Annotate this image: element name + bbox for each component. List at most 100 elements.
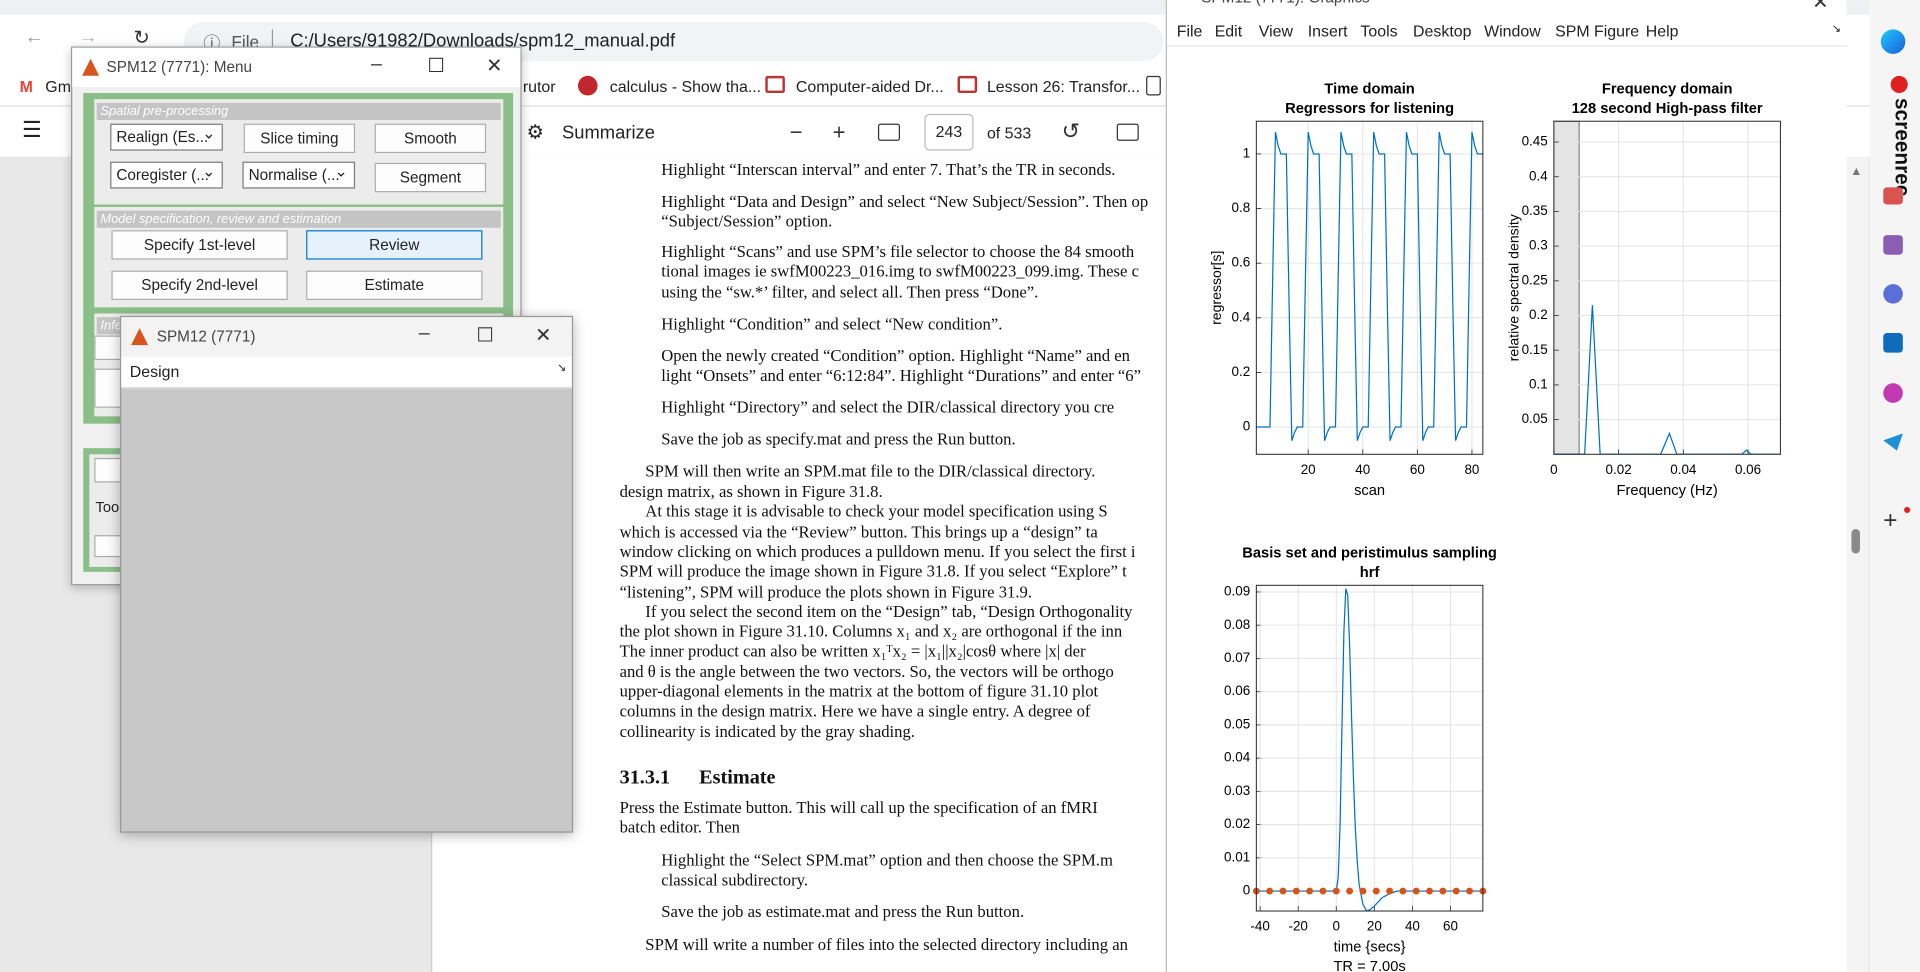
sample-point — [1266, 887, 1274, 895]
x-tick-label: 40 — [1355, 462, 1370, 477]
sidebar-icon[interactable] — [1883, 383, 1903, 403]
data-line — [1256, 132, 1483, 441]
bookmark[interactable]: rutor — [522, 77, 556, 96]
copilot-icon[interactable] — [1880, 29, 1906, 54]
button[interactable]: Slice timing — [243, 123, 356, 154]
menu-item[interactable]: Desktop — [1413, 22, 1472, 41]
page-count: of 533 — [986, 123, 1032, 143]
bookmark[interactable]: Gm — [45, 77, 71, 96]
menu-item[interactable]: SPM Figure — [1555, 22, 1640, 41]
bookmark[interactable]: Lesson 26: Transfor... — [986, 77, 1141, 96]
sample-point — [1306, 887, 1314, 895]
text-line: Save the job as estimate.mat and press t… — [661, 902, 1025, 921]
close[interactable]: ✕ — [535, 325, 552, 347]
section-number: 31.3.1 — [619, 765, 671, 789]
scrollbar[interactable] — [1846, 156, 1869, 972]
fit-button[interactable] — [877, 123, 901, 141]
dock-arrow[interactable]: ↘ — [1831, 22, 1842, 35]
zoom-in[interactable]: + — [832, 120, 846, 145]
sample-point — [1466, 887, 1473, 895]
add-button[interactable]: + — [1883, 506, 1898, 534]
y-tick-label: 0.3 — [1529, 238, 1548, 253]
window-title: SPM12 (7771): Graphics — [1201, 0, 1369, 6]
x-tick-label: -40 — [1250, 919, 1269, 934]
sample-point — [1319, 887, 1327, 895]
menu-item[interactable]: Help — [1645, 22, 1679, 41]
zoom-out[interactable]: − — [789, 120, 803, 145]
bookmark[interactable]: calculus - Show tha... — [609, 77, 762, 96]
bookmark-icon — [577, 75, 598, 96]
x-tick-label: 20 — [1301, 462, 1316, 477]
dock-arrow[interactable]: ↘ — [557, 361, 567, 374]
dropdown[interactable]: Realign (Es... — [110, 121, 223, 151]
dropdown[interactable]: Coregister (... — [110, 159, 223, 189]
summarize-icon[interactable]: ⚙ — [526, 122, 545, 144]
rotate-button[interactable]: ↺ — [1061, 118, 1081, 144]
y-tick-label: 0.1 — [1529, 376, 1548, 391]
text-line: Open the newly created “Condition” optio… — [661, 346, 1130, 365]
sample-point — [1372, 887, 1380, 895]
text-line: design matrix, as shown in Figure 31.8. — [619, 482, 883, 501]
menu-item[interactable]: Design — [129, 362, 180, 381]
close[interactable]: ✕ — [486, 56, 503, 78]
minimize[interactable]: – — [371, 53, 382, 75]
y-tick-label: 0.45 — [1522, 134, 1548, 149]
sidebar-icon[interactable] — [1883, 333, 1903, 353]
plot-title: 128 second High-pass filter — [1572, 101, 1763, 117]
text-line: window clicking on which produces a pull… — [619, 542, 1136, 561]
menu-item[interactable]: File — [1176, 22, 1203, 41]
sidebar-icon[interactable] — [1883, 235, 1903, 255]
two-page-button[interactable] — [1116, 123, 1139, 141]
plot-title: Time domain — [1324, 81, 1414, 97]
button[interactable]: Smooth — [374, 123, 487, 154]
summarize-button[interactable]: Summarize — [562, 122, 655, 144]
sample-point — [1439, 887, 1447, 895]
close[interactable]: ✕ — [1812, 0, 1829, 14]
button[interactable]: Estimate — [306, 270, 483, 301]
url[interactable]: C:/Users/91982/Downloads/spm12_manual.pd… — [290, 30, 676, 52]
title-bar — [121, 317, 572, 357]
button[interactable]: Specify 2nd-level — [111, 270, 288, 301]
y-tick-label: 0.07 — [1224, 650, 1250, 665]
menu-item[interactable]: Window — [1484, 22, 1541, 41]
maximize[interactable]: ☐ — [427, 56, 445, 78]
sidebar-icon[interactable] — [1883, 284, 1903, 304]
plot-title: Frequency domain — [1602, 81, 1733, 97]
menu-item[interactable]: View — [1258, 22, 1294, 41]
spm-window: SPM12 (7771) – ☐ ✕ Design ↘ — [120, 315, 574, 833]
forward-button[interactable]: → — [78, 26, 98, 48]
maximize[interactable]: ☐ — [476, 325, 494, 347]
menu-item[interactable]: Insert — [1307, 22, 1348, 41]
sample-point — [1346, 887, 1354, 895]
y-tick-label: 0.35 — [1522, 203, 1548, 218]
bookmark[interactable]: Computer-aided Dr... — [795, 77, 944, 96]
bookmark-icon — [957, 75, 978, 94]
y-tick-label: 0 — [1243, 883, 1250, 898]
scroll-up[interactable]: ▲ — [1850, 165, 1863, 179]
menu-item[interactable]: Tools — [1360, 22, 1398, 41]
text-line: classical subdirectory. — [661, 870, 809, 889]
y-tick-label: 0.02 — [1224, 816, 1250, 831]
figure: Time domain Regressors for listening 0 0.2 0… — [1208, 81, 1781, 972]
page-input[interactable]: 243 — [924, 113, 974, 151]
scroll-thumb[interactable] — [1851, 528, 1861, 554]
back-button[interactable]: ← — [24, 26, 45, 48]
outline-button[interactable]: ☰ — [22, 117, 42, 143]
text-line: If you select the second item on the “De… — [645, 602, 1133, 621]
text-line: tional images ie swfM00223_016.img to sw… — [661, 262, 1139, 281]
dropdown[interactable]: Normalise (... — [242, 159, 356, 189]
sample-point — [1399, 887, 1407, 895]
text-line: SPM will write a number of files into th… — [645, 935, 1128, 954]
menu-item[interactable]: Edit — [1214, 22, 1243, 41]
button[interactable]: Segment — [374, 162, 487, 193]
button[interactable]: Review — [306, 230, 483, 260]
minimize[interactable]: – — [418, 323, 430, 345]
button[interactable]: Specify 1st-level — [111, 230, 288, 260]
y-tick-label: 0.2 — [1529, 307, 1548, 322]
text-line: Highlight “Data and Design” and select “… — [661, 192, 1149, 211]
sidebar-icon[interactable] — [1883, 187, 1903, 205]
reload-button[interactable]: ↻ — [133, 28, 150, 49]
text-line: the plot shown in Figure 31.10. Columns … — [619, 622, 1123, 641]
